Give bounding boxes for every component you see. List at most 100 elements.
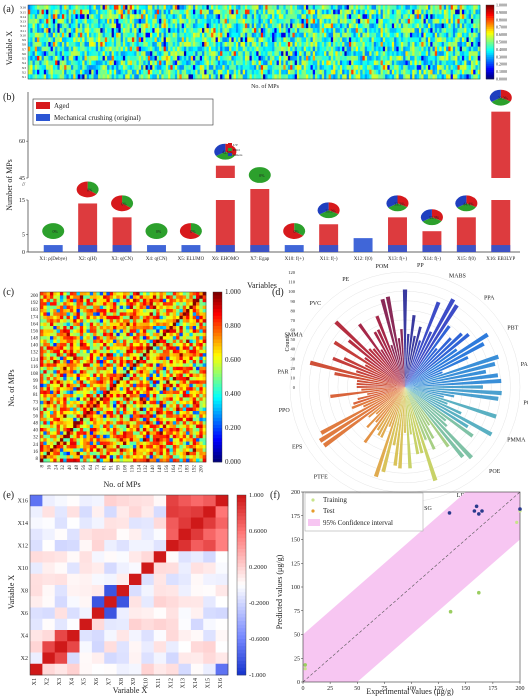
heatmap-a-cell: [206, 9, 210, 15]
heatmap-a-cell: [86, 28, 90, 34]
heatmap-a-cell: [319, 32, 323, 38]
heatmap-a-cell: [464, 55, 467, 61]
heatmap-a-cell: [199, 51, 203, 57]
heatmap-c-cell: [172, 363, 177, 368]
heatmap-a-cell: [403, 60, 406, 66]
heatmap-a-cell: [109, 60, 112, 66]
bar-mech: [181, 245, 201, 252]
heatmap-c-cell: [156, 353, 160, 357]
colorbar-a-segment: [486, 32, 494, 35]
heatmap-a-cell: [91, 69, 94, 75]
heatmap-a-cell: [229, 14, 232, 20]
heatmap-c-cell: [86, 363, 91, 368]
heatmap-c-cell: [189, 366, 194, 371]
heatmap-a-cell: [136, 65, 140, 71]
heatmap-c-cell: [123, 339, 127, 344]
heatmap-a-cell: [39, 74, 42, 80]
heatmap-a-cell: [446, 28, 449, 34]
heatmap-a-cell: [296, 23, 300, 29]
heatmap-c-cell: [86, 298, 91, 303]
heatmap-a-cell: [254, 28, 257, 34]
heatmap-c-cell: [192, 373, 197, 378]
heatmap-c-cell: [182, 322, 187, 327]
heatmap-a-cell: [265, 42, 268, 47]
heatmap-a-cell: [249, 18, 253, 24]
heatmap-a-cell: [296, 42, 300, 47]
heatmap-a-cell: [168, 5, 171, 10]
heatmap-c-cell: [169, 377, 174, 381]
heatmap-c-cell: [132, 326, 137, 330]
heatmap-a-cell: [131, 28, 135, 34]
heatmap-a-cell: [459, 46, 463, 52]
heatmap-a-cell: [376, 60, 379, 66]
heatmap-a-cell: [260, 42, 264, 47]
heatmap-a-cell: [303, 23, 307, 29]
heatmap-a-cell: [224, 46, 228, 52]
heatmap-a-cell: [84, 14, 88, 20]
heatmap-a-cell: [183, 23, 187, 29]
heatmap-a-cell: [70, 55, 74, 61]
heatmap-a-cell: [217, 51, 221, 57]
heatmap-a-cell: [317, 23, 320, 29]
heatmap-a-cell: [48, 60, 51, 66]
heatmap-a-cell: [179, 9, 182, 15]
heatmap-a-cell: [163, 65, 167, 71]
heatmap-a-cell: [405, 69, 408, 75]
heatmap-a-cell: [274, 5, 277, 10]
heatmap-c-cell: [96, 298, 101, 303]
heatmap-c-cell: [63, 329, 67, 334]
heatmap-a-cell: [86, 74, 90, 80]
heatmap-a-cell: [353, 32, 356, 38]
heatmap-a-cell: [269, 55, 273, 61]
heatmap-c-cell: [182, 329, 187, 334]
heatmap-a-cell: [79, 37, 83, 43]
heatmap-c-cell: [106, 298, 111, 303]
heatmap-a-cell: [233, 14, 237, 20]
heatmap-a-cell: [459, 18, 463, 24]
heatmap-c-cell: [40, 322, 44, 327]
heatmap-c-cell: [63, 377, 67, 381]
heatmap-c-cell: [146, 292, 150, 296]
heatmap-a-cell: [208, 51, 212, 57]
heatmap-a-cell: [75, 18, 79, 24]
heatmap-a-cell: [308, 18, 311, 24]
heatmap-a-cell: [380, 42, 384, 47]
heatmap-c-cell: [53, 343, 57, 347]
heatmap-a-cell: [269, 37, 273, 43]
heatmap-c-cell: [169, 295, 174, 300]
heatmap-a-cell: [113, 60, 117, 66]
heatmap-c-cell: [109, 292, 114, 296]
colorbar-a-segment: [486, 36, 494, 39]
heatmap-a-cell: [109, 28, 112, 34]
heatmap-a-cell: [116, 28, 119, 34]
heatmap-a-cell: [407, 14, 411, 20]
heatmap-a-cell: [387, 42, 390, 47]
heatmap-a-cell: [400, 74, 404, 80]
heatmap-a-cell: [400, 65, 404, 71]
heatmap-a-cell: [199, 14, 203, 20]
heatmap-a-cell: [448, 37, 451, 43]
heatmap-a-cell: [319, 74, 323, 80]
heatmap-a-ytick: X1: [22, 75, 27, 79]
heatmap-a-cell: [337, 46, 341, 52]
pie-slice: [466, 195, 478, 208]
heatmap-a-cell: [373, 14, 377, 20]
heatmap-a-cell: [100, 23, 103, 29]
heatmap-a-cell: [206, 65, 210, 71]
heatmap-c-cell: [43, 349, 47, 354]
heatmap-c-cell: [139, 373, 144, 378]
heatmap-a-cell: [116, 74, 119, 80]
heatmap-c-cell: [86, 329, 91, 334]
heatmap-a-cell: [249, 42, 253, 47]
heatmap-a-cell: [107, 55, 110, 61]
heatmap-a-cell: [272, 32, 275, 38]
heatmap-a-cell: [324, 14, 327, 20]
heatmap-a-cell: [459, 60, 463, 66]
pie-slice: [214, 143, 226, 156]
heatmap-a-cell: [267, 65, 271, 71]
heatmap-a-cell: [265, 69, 268, 75]
heatmap-c-cell: [43, 390, 47, 395]
heatmap-a-cell: [258, 37, 262, 43]
heatmap-a-cell: [414, 60, 418, 66]
heatmap-a-cell: [398, 65, 402, 71]
